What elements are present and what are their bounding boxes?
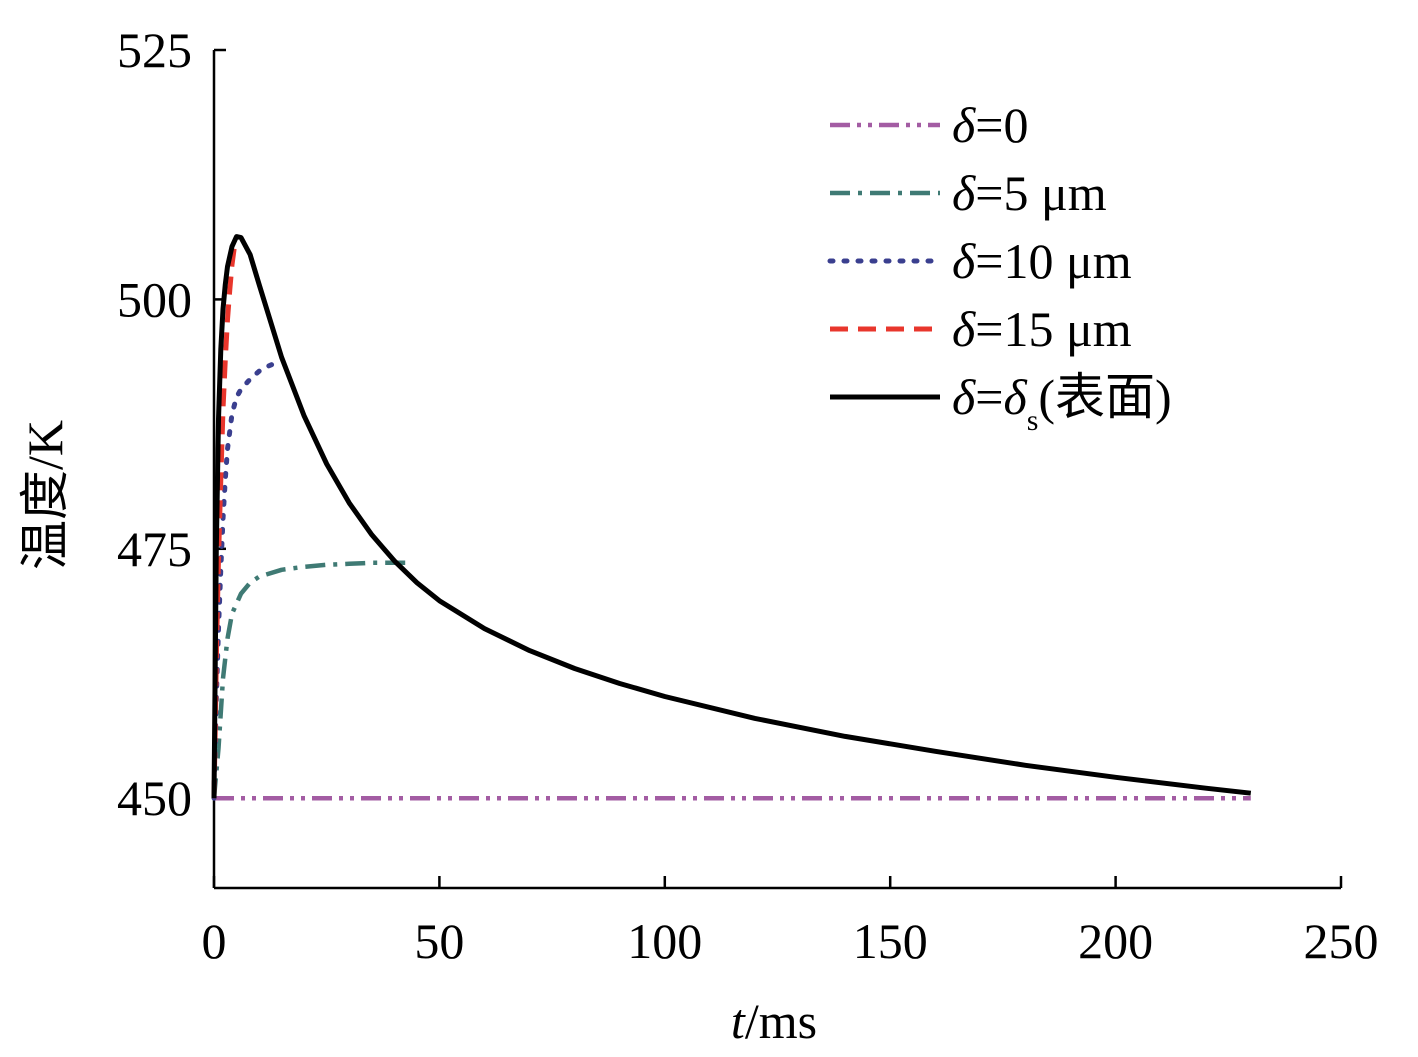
x-tick-label: 100 (627, 913, 702, 969)
axis-ticks: 0 50 100 150 200 250 450 475 500 525 (117, 22, 1379, 969)
legend: δ=0 δ=5 μm δ=10 μm δ=15 μm δ=δs(表面) (827, 97, 1172, 437)
y-tick-label: 500 (117, 271, 192, 327)
x-axis-title-unit: /ms (745, 993, 817, 1049)
legend-label-1: δ=5 μm (952, 165, 1107, 221)
plot-area: 0 50 100 150 200 250 450 475 500 525 (117, 22, 1379, 969)
x-tick-label: 50 (414, 913, 464, 969)
y-axis-title: 温度/K (17, 420, 73, 570)
y-tick-label: 475 (117, 521, 192, 577)
series-line-4 (211, 234, 1252, 799)
legend-label-2: δ=10 μm (952, 233, 1132, 289)
legend-label-4: δ=δs(表面) (952, 369, 1172, 437)
legend-label-3: δ=15 μm (952, 301, 1132, 357)
x-axis-title-variable: t (731, 993, 746, 1049)
y-tick-label: 525 (117, 22, 192, 78)
series-layer (211, 234, 1252, 801)
series-line-1 (211, 560, 413, 799)
x-tick-label: 150 (853, 913, 928, 969)
x-axis-title: t/ms (731, 993, 817, 1049)
x-tick-label: 0 (202, 913, 227, 969)
y-tick-label: 450 (117, 770, 192, 826)
legend-label-0: δ=0 (952, 97, 1028, 153)
x-tick-label: 200 (1078, 913, 1153, 969)
x-tick-label: 250 (1304, 913, 1379, 969)
